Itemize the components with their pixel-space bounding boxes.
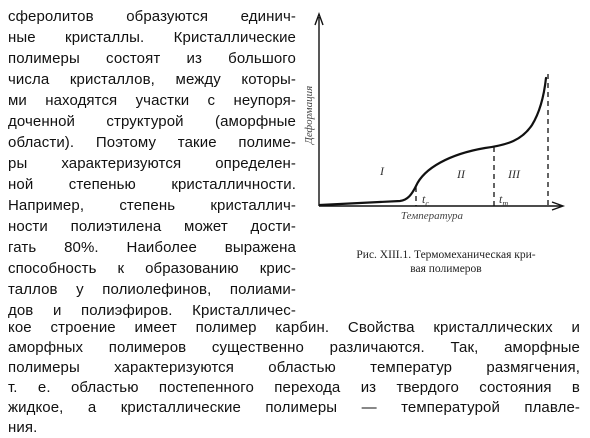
text-line: полимеры состоят из большого [8,50,296,67]
caption-line: Рис. XIII.1. Термомеханическая кри- [356,249,536,261]
region-label-I: I [379,164,385,178]
caption-line: вая полимеров [410,263,482,275]
temperature-symbol: t [422,192,426,206]
text-line: ры характеризуются определен- [8,155,296,172]
text-line: ной степенью кристалличности. [8,176,296,193]
full-width-paragraph: кое строение имеет полимер карбин. Свойс… [8,318,580,438]
region-label-II: II [456,167,466,181]
thermomechanical-curve-plot: Деформация Температура I II III tс tт [303,11,566,222]
text-line: гать 80%. Наиболее выражена [8,239,296,256]
thermomechanical-curve [318,76,548,207]
glass-transition-temperature-label: tс [422,192,429,208]
y-axis-label: Деформация [303,86,315,145]
text-line: кое строение имеет полимер карбин. Свойс… [8,319,580,336]
region-label-III: III [507,167,521,181]
thermomechanical-curve-figure: Деформация Температура I II III tс tт [300,0,590,300]
x-axis-arrow [551,201,566,211]
text-line: числа кристаллов, между которы- [8,71,296,88]
flow-temperature-label: tт [499,192,508,208]
text-line: полимеры характеризуются областью темпер… [8,359,580,376]
text-line: Например, степень кристаллич- [8,197,296,214]
text-line: таллов у полиолефинов, полиами- [8,281,296,298]
x-axis-label: Температура [401,210,464,222]
figure-caption: Рис. XIII.1. Термомеханическая кри- вая … [310,248,582,276]
text-line: т. е. областью постепенного перехода из … [8,379,580,396]
text-line: сферолитов образуются единич- [8,8,296,25]
text-line: доченной структурой (аморфные [8,113,296,130]
temperature-symbol: t [499,192,503,206]
text-line: ные кристаллы. Кристаллические [8,29,296,46]
text-line: дов и полиэфиров. Кристалличес- [8,302,296,319]
temperature-subscript: т [502,199,508,208]
text-line: ми находятся участки с неупоря- [8,92,296,109]
text-line: способность к образованию крис- [8,260,296,277]
text-line: аморфных полимеров существенно различают… [8,339,580,356]
text-line: жидкое, а кристаллические полимеры — тем… [8,399,580,416]
text-line: ния. [8,419,38,436]
text-line: области). Поэтому такие полиме- [8,134,296,151]
textbook-page: сферолитов образуются единич- ные криста… [8,0,590,436]
left-column-paragraph: сферолитов образуются единич- ные криста… [8,6,296,321]
y-axis-arrow [314,11,324,26]
text-line: ности полиэтилена может дости- [8,218,296,235]
temperature-subscript: с [425,199,429,208]
